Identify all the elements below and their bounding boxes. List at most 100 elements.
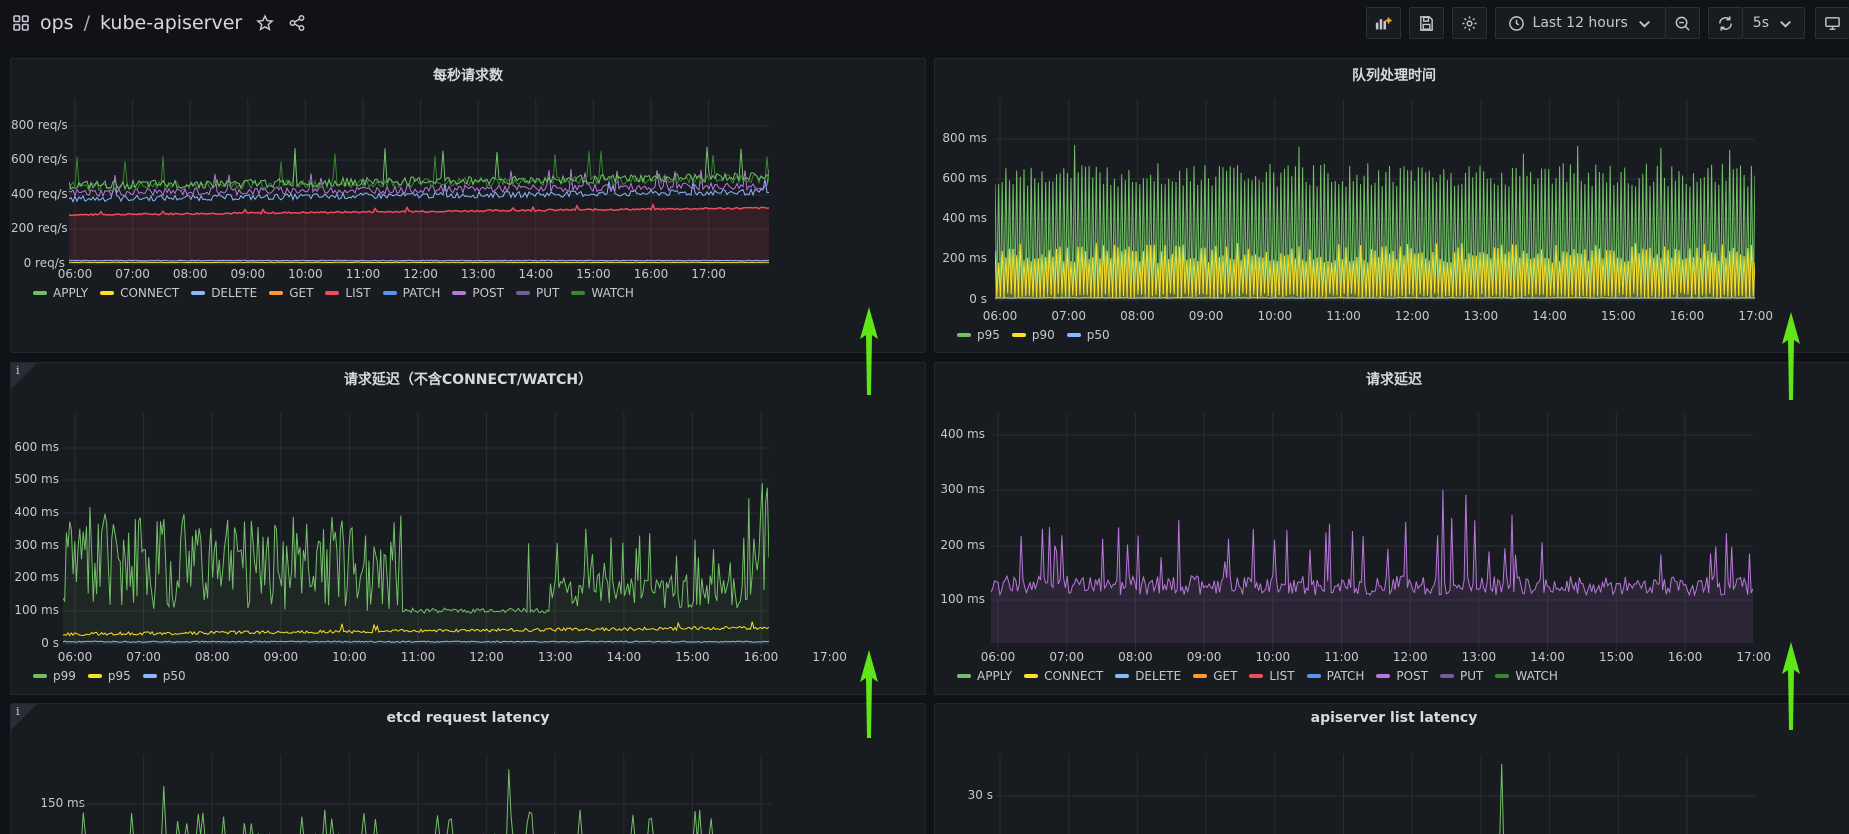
y-axis-tick-label: 100 ms [14,603,59,617]
time-picker-button[interactable]: Last 12 hours [1494,7,1666,39]
apps-grid-icon[interactable] [12,14,30,32]
y-axis-tick-label: 30 s [967,788,993,802]
legend-swatch [1440,674,1455,678]
x-axis-tick-label: 17:00 [1736,650,1771,664]
refresh-icon [1717,15,1734,32]
x-axis-tick-label: 12:00 [1394,309,1430,323]
series-area [69,204,769,264]
x-axis-tick-label: 06:00 [57,267,93,281]
zoom-out-button[interactable] [1665,7,1700,39]
x-axis-tick-label: 13:00 [537,650,573,664]
legend-item[interactable]: p50 [1066,328,1110,342]
panel-title: 请求延迟 [1366,372,1422,388]
refresh-interval-picker[interactable]: 5s [1742,7,1805,39]
y-axis-tick-label: 150 ms [40,796,85,810]
panel-etcd-request-latency[interactable]: i etcd request latency 150 ms [10,703,926,834]
legend-item[interactable]: p95 [957,328,1000,342]
graph-plot-area[interactable] [995,99,1755,304]
x-axis-tick-label: 16:00 [1669,309,1705,323]
x-axis-tick-label: 13:00 [460,267,496,281]
legend-item[interactable]: GET [269,286,313,300]
legend-item[interactable]: POST [452,286,504,300]
legend-item[interactable]: PATCH [1306,669,1364,683]
legend-item[interactable]: GET [1193,669,1237,683]
legend-item[interactable]: CONNECT [100,286,179,300]
panel-apiserver-list-latency[interactable]: apiserver list latency 30 s [934,703,1849,834]
graph-plot-area[interactable] [991,413,1753,651]
graph-plot-area[interactable] [69,99,769,269]
x-axis-tick-label: 06:00 [57,650,93,664]
legend-swatch [382,291,397,295]
add-panel-button[interactable] [1365,7,1401,39]
legend-item[interactable]: LIST [1249,669,1295,683]
x-axis-tick-label: 10:00 [1255,650,1291,664]
breadcrumb-folder[interactable]: ops [40,12,74,34]
legend-item[interactable]: p99 [33,669,76,683]
series-line [69,146,769,191]
y-axis-tick-label: 600 ms [14,440,59,454]
x-axis-tick-label: 07:00 [126,650,161,664]
panel-request-latency[interactable]: 请求延迟 400 ms 300 ms 200 ms 100 ms 06:00 07:00 0… [934,362,1849,695]
y-axis-tick-label: 100 ms [940,592,985,606]
graph-plot-area[interactable] [81,754,771,834]
y-axis-tick-label: 600 req/s [11,152,68,166]
tv-mode-button[interactable] [1815,7,1849,39]
legend-label: PUT [1460,669,1484,683]
legend-item[interactable]: p95 [87,669,131,683]
series-area [995,145,1755,299]
legend-label: GET [289,286,314,300]
legend-item[interactable]: APPLY [957,669,1012,683]
x-axis-tick-label: 14:00 [1532,309,1567,323]
graph-plot-area[interactable] [63,413,769,651]
y-axis-tick-label: 200 req/s [11,221,68,235]
y-axis-tick-label: 400 ms [940,427,985,441]
legend-item[interactable]: PUT [1440,669,1483,683]
legend-item[interactable]: CONNECT [1024,669,1103,683]
legend-label: p50 [162,669,186,683]
y-axis-tick-label: 300 ms [14,538,59,552]
breadcrumb: ops / kube-apiserver [12,12,306,34]
series-area [63,483,769,644]
x-axis-tick-label: 12:00 [469,650,504,664]
legend-item[interactable]: WATCH [1495,669,1558,683]
series-line [69,259,769,262]
settings-button[interactable] [1451,7,1487,39]
legend-swatch [33,674,47,678]
y-axis-tick-label: 600 ms [942,171,987,185]
refresh-button[interactable] [1707,7,1743,39]
legend: p99 p95 p50 [33,669,186,683]
legend-item[interactable]: APPLY [33,286,88,300]
legend-item[interactable]: p90 [1011,328,1055,342]
dashboard-toolbar: Last 12 hours 5s [1365,7,1849,39]
legend-item[interactable]: DELETE [191,286,257,300]
star-icon[interactable] [256,14,275,32]
graph-plot-area[interactable] [995,754,1755,834]
panel-queue-processing-time[interactable]: 队列处理时间 800 ms 600 ms 400 ms 200 ms 0 s 06:00 0… [934,58,1849,353]
annotation-arrow-icon [1782,312,1800,400]
legend-swatch [1115,674,1130,678]
panel-title: 队列处理时间 [1352,68,1436,84]
series-line [995,296,1755,299]
legend-label: LIST [1269,669,1295,683]
info-icon[interactable]: i [16,705,20,718]
legend-item[interactable]: LIST [325,286,371,300]
legend-item[interactable]: p50 [142,669,186,683]
share-icon[interactable] [288,14,306,32]
legend-item[interactable]: POST [1376,669,1428,683]
gear-icon [1461,15,1478,32]
y-axis-tick-label: 400 req/s [11,187,68,201]
legend-item[interactable]: WATCH [571,286,634,300]
info-icon[interactable]: i [16,364,20,377]
y-axis-tick-label: 0 s [41,636,59,650]
legend-label: APPLY [977,669,1013,683]
legend-item[interactable]: DELETE [1115,669,1181,683]
panel-request-latency-no-watch[interactable]: i 请求延迟（不含CONNECT/WATCH） 600 ms 500 ms 400 … [10,362,926,695]
legend-item[interactable]: PATCH [382,286,440,300]
dashboard-title[interactable]: kube-apiserver [100,12,243,34]
legend-item[interactable]: PUT [516,286,559,300]
legend-swatch [1011,333,1026,337]
refresh-interval-label: 5s [1752,15,1769,31]
annotation-arrow-icon [860,307,878,395]
panel-requests-per-second[interactable]: 每秒请求数 800 req/s 600 req/s 400 req/s 200 req… [10,58,926,353]
save-dashboard-button[interactable] [1408,7,1444,39]
